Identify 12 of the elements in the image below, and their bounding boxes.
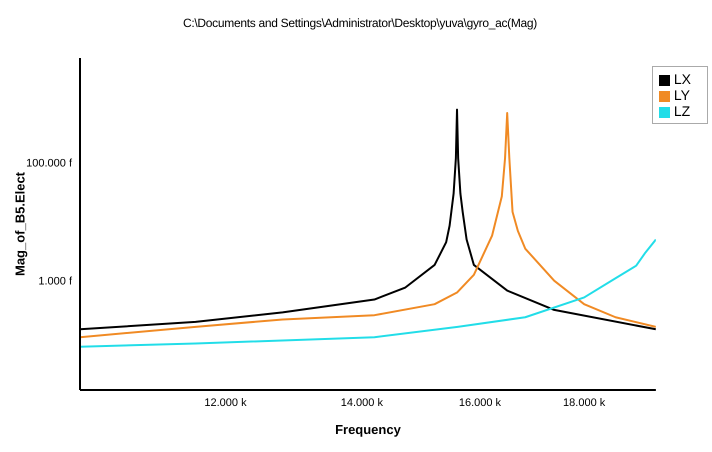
x-tick-label: 12.000 k bbox=[204, 396, 248, 409]
x-tick-label: 14.000 k bbox=[340, 396, 384, 409]
x-tick-label: 16.000 k bbox=[458, 396, 502, 409]
legend-label: LY bbox=[674, 87, 690, 103]
chart-title: C:\Documents and Settings\Administrator\Desktop\yuva\gyro_ac(Mag) bbox=[182, 15, 538, 32]
x-tick-label: 18.000 k bbox=[563, 396, 606, 409]
y-tick-label: 100.000 f bbox=[26, 158, 73, 170]
legend-label: LX bbox=[674, 71, 691, 87]
y-tick-label: 1.000 f bbox=[38, 276, 73, 288]
legend-label: LZ bbox=[674, 103, 690, 119]
x-axis-title: Frequency bbox=[335, 422, 402, 437]
y-axis-title: Mag_of_B5.Elect bbox=[12, 171, 28, 276]
